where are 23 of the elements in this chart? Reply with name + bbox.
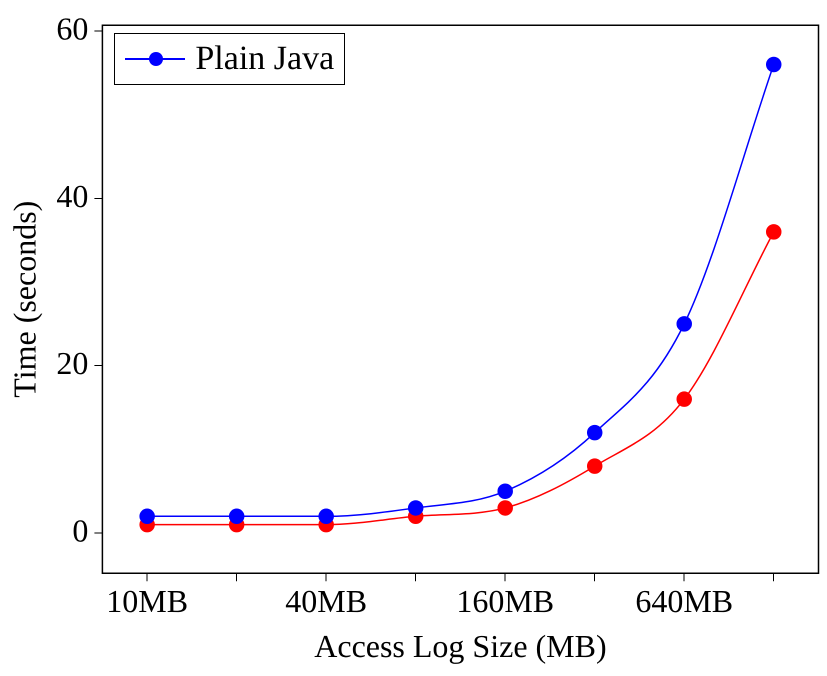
point — [228, 508, 244, 524]
point — [586, 424, 602, 440]
point — [318, 508, 334, 524]
x-tick-label: 160MB — [456, 582, 554, 619]
point — [139, 508, 155, 524]
y-axis-title: Time (seconds) — [6, 200, 43, 398]
x-tick-label: 640MB — [635, 582, 734, 619]
y-tick-label: 60 — [56, 10, 88, 46]
point — [766, 56, 782, 72]
y-tick-label: 40 — [56, 178, 88, 214]
point — [497, 483, 513, 499]
y-tick-label: 20 — [56, 345, 88, 382]
point — [586, 458, 602, 474]
point — [408, 500, 424, 516]
point — [497, 500, 513, 516]
legend-label: Plain Java — [195, 39, 334, 80]
point — [676, 316, 692, 332]
x-tick-label: 40MB — [285, 582, 368, 619]
point — [676, 391, 692, 407]
point — [766, 224, 782, 240]
y-tick-label: 0 — [72, 512, 88, 548]
x-axis-title: Access Log Size (MB) — [314, 628, 607, 664]
x-tick-label: 10MB — [106, 582, 188, 619]
